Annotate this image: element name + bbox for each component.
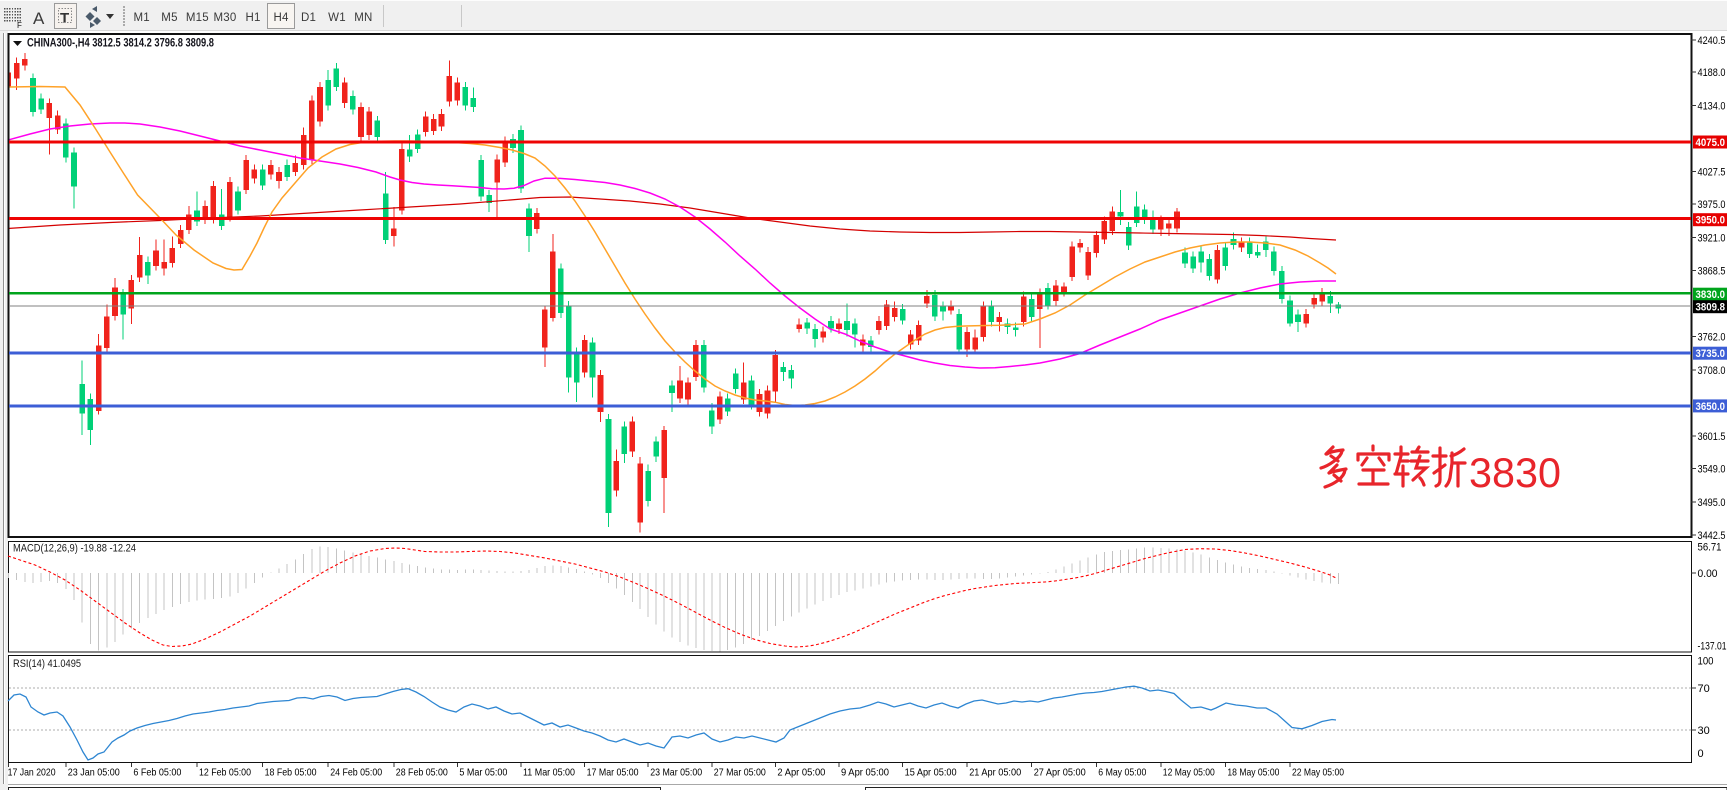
svg-text:A: A — [33, 9, 45, 28]
svg-text:F: F — [17, 21, 22, 30]
svg-text:MACD(12,26,9) -19.88 -12.24: MACD(12,26,9) -19.88 -12.24 — [13, 543, 136, 555]
svg-text:M15: M15 — [186, 12, 209, 24]
svg-text:6 May 05:00: 6 May 05:00 — [1098, 767, 1146, 779]
svg-text:3921.0: 3921.0 — [1698, 233, 1726, 245]
svg-text:3950.0: 3950.0 — [1696, 215, 1726, 227]
svg-text:3650.0: 3650.0 — [1696, 401, 1726, 413]
svg-text:3762.0: 3762.0 — [1698, 331, 1726, 343]
svg-text:3601.5: 3601.5 — [1698, 431, 1726, 443]
svg-text:23 Mar 05:00: 23 Mar 05:00 — [650, 767, 702, 779]
svg-text:22 May 05:00: 22 May 05:00 — [1292, 767, 1344, 779]
svg-text:12 Feb 05:00: 12 Feb 05:00 — [199, 767, 251, 779]
svg-text:30: 30 — [1698, 725, 1710, 737]
svg-text:18 May 05:00: 18 May 05:00 — [1227, 767, 1279, 779]
svg-text:6 Feb 05:00: 6 Feb 05:00 — [133, 767, 181, 779]
svg-text:-137.01: -137.01 — [1698, 641, 1727, 653]
svg-text:D1: D1 — [301, 12, 316, 24]
svg-text:24 Feb 05:00: 24 Feb 05:00 — [330, 767, 382, 779]
svg-text:T: T — [60, 10, 69, 27]
svg-text:W1: W1 — [328, 12, 346, 24]
svg-text:17 Jan 2020: 17 Jan 2020 — [8, 767, 56, 779]
svg-text:M5: M5 — [161, 12, 177, 24]
svg-text:H4: H4 — [273, 12, 289, 24]
svg-text:MN: MN — [354, 12, 372, 24]
svg-text:100: 100 — [1698, 656, 1714, 668]
svg-text:H1: H1 — [245, 12, 260, 24]
svg-text:0.00: 0.00 — [1698, 568, 1718, 580]
svg-text:3868.5: 3868.5 — [1698, 265, 1726, 277]
svg-text:M1: M1 — [134, 12, 150, 24]
svg-text:0: 0 — [1698, 748, 1704, 760]
svg-text:RSI(14) 41.0495: RSI(14) 41.0495 — [13, 658, 81, 670]
svg-text:2 Apr 05:00: 2 Apr 05:00 — [777, 767, 825, 779]
svg-text:18 Feb 05:00: 18 Feb 05:00 — [265, 767, 317, 779]
svg-text:3830.0: 3830.0 — [1696, 289, 1726, 301]
svg-text:56.71: 56.71 — [1698, 542, 1722, 554]
svg-text:4027.5: 4027.5 — [1698, 167, 1726, 179]
svg-text:3442.5: 3442.5 — [1698, 530, 1726, 542]
svg-text:70: 70 — [1698, 683, 1710, 695]
svg-text:3495.0: 3495.0 — [1698, 497, 1726, 509]
svg-text:4240.5: 4240.5 — [1698, 35, 1726, 47]
svg-text:11 Mar 05:00: 11 Mar 05:00 — [523, 767, 575, 779]
svg-text:4075.0: 4075.0 — [1696, 137, 1726, 149]
svg-text:17 Mar 05:00: 17 Mar 05:00 — [587, 767, 639, 779]
svg-text:3975.0: 3975.0 — [1698, 199, 1726, 211]
svg-text:12 May 05:00: 12 May 05:00 — [1163, 767, 1215, 779]
svg-text:3549.0: 3549.0 — [1698, 464, 1726, 476]
svg-text:9 Apr 05:00: 9 Apr 05:00 — [841, 767, 889, 779]
svg-text:3809.8: 3809.8 — [1696, 302, 1726, 314]
svg-text:21 Apr 05:00: 21 Apr 05:00 — [969, 767, 1021, 779]
svg-text:3735.0: 3735.0 — [1696, 348, 1726, 360]
svg-text:23 Jan 05:00: 23 Jan 05:00 — [68, 767, 120, 779]
svg-text:5 Mar 05:00: 5 Mar 05:00 — [459, 767, 507, 779]
svg-text:4134.0: 4134.0 — [1698, 100, 1726, 112]
svg-text:3830: 3830 — [1469, 449, 1561, 496]
svg-text:15 Apr 05:00: 15 Apr 05:00 — [905, 767, 957, 779]
svg-text:27 Mar 05:00: 27 Mar 05:00 — [714, 767, 766, 779]
svg-text:3708.0: 3708.0 — [1698, 365, 1726, 377]
svg-text:4188.0: 4188.0 — [1698, 67, 1726, 79]
svg-text:M30: M30 — [214, 12, 237, 24]
svg-text:28 Feb 05:00: 28 Feb 05:00 — [396, 767, 448, 779]
svg-text:CHINA300-,H4 3812.5 3814.2 37: CHINA300-,H4 3812.5 3814.2 3796.8 3809.8 — [27, 38, 214, 50]
svg-text:27 Apr 05:00: 27 Apr 05:00 — [1034, 767, 1086, 779]
